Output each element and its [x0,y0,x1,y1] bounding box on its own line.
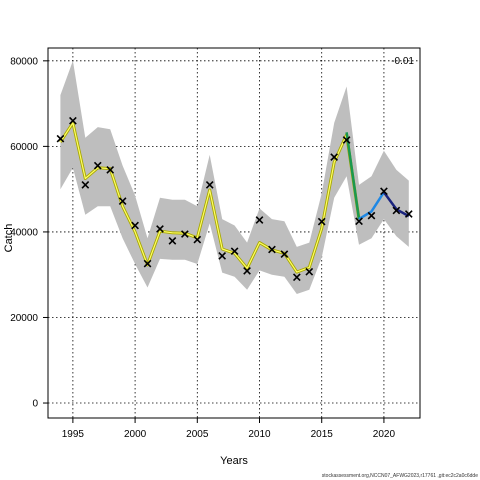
observed-point [205,181,214,189]
y-tick-label: 20000 [10,313,38,324]
observed-point [367,211,376,220]
observed-point [193,235,202,244]
observed-point-stroke [342,136,351,144]
observed-point [280,250,289,259]
observed-point-stroke [230,247,239,256]
observed-point [143,259,152,268]
observed-point-stroke [69,116,77,125]
observed-point [380,187,388,196]
observed-point [106,166,115,174]
observed-point [81,181,90,189]
y-axis-title: Catch [3,224,15,253]
x-axis-title: Years [220,455,248,467]
observed-point-stroke [367,211,376,220]
observed-point-stroke [118,197,127,205]
observed-point [56,134,65,143]
observed-point [168,237,177,245]
observed-point-stroke [268,245,276,254]
observed-point [69,116,77,125]
observed-point [317,217,326,226]
observed-point-stroke [106,166,115,174]
observed-point [292,273,301,282]
observed-point [404,210,413,218]
observed-point-stroke [131,221,139,230]
observed-point-stroke [317,217,326,226]
observed-point-stroke [355,217,363,226]
observed-point-stroke [392,206,401,215]
x-tick-label: 2015 [311,429,334,440]
observed-point [156,225,164,233]
observed-point [355,217,363,226]
observed-point-stroke [81,181,90,189]
observed-point [305,267,314,276]
observed-point-stroke [218,252,227,260]
observed-point-stroke [93,161,102,170]
x-tick-label: 2020 [373,429,396,440]
observed-point [330,153,339,161]
observed-point-stroke [168,237,177,245]
observed-point [230,247,239,256]
confidence-band [60,60,360,294]
footer-text: stockassessment.org,NCCN07_AFWG2023,r177… [322,473,478,479]
observed-point [118,197,127,205]
y-tick-label: 0 [32,399,38,410]
retro-line-2 [358,191,385,221]
observed-point [392,206,401,215]
observed-point-stroke [180,230,189,238]
plot-border [47,47,421,419]
observed-point-stroke [143,259,152,268]
x-tick-label: 1995 [62,429,85,440]
axes: 1995 2000 2005 2010 2015 2020 0 20000 40000 60000… [10,56,395,440]
observed-point [218,252,227,260]
observed-point-stroke [330,153,339,161]
y-tick-label: 40000 [10,227,38,238]
observed-point [180,230,189,238]
observed-point [131,221,139,230]
observed-point [342,136,351,144]
x-tick-label: 2000 [124,429,147,440]
y-tick-label: 80000 [10,56,38,67]
y-tick-label: 60000 [10,142,38,153]
observed-point-stroke [280,250,289,259]
observed-point-stroke [156,225,164,233]
observed-point-stroke [305,267,314,276]
observed-point-stroke [56,134,65,143]
observed-point [93,161,102,170]
plot-area [48,48,420,418]
observed-point-stroke [255,216,264,224]
observed-point-stroke [380,187,388,196]
observed-point-stroke [193,235,202,244]
x-tick-label: 2005 [186,429,209,440]
retro-confidence-band [359,150,409,247]
observed-point [268,245,276,254]
x-tick-label: 2010 [248,429,271,440]
observed-point [255,216,264,224]
annotation-label: -0.01 [391,56,414,67]
retro-line-1 [345,132,361,220]
observed-point-stroke [243,266,251,275]
retro-line-3 [382,191,410,218]
observed-point-stroke [404,210,413,218]
fit-line-highlight [59,122,360,273]
observed-point [243,266,251,275]
observed-point-stroke [205,181,214,189]
observed-point-stroke [292,273,301,282]
